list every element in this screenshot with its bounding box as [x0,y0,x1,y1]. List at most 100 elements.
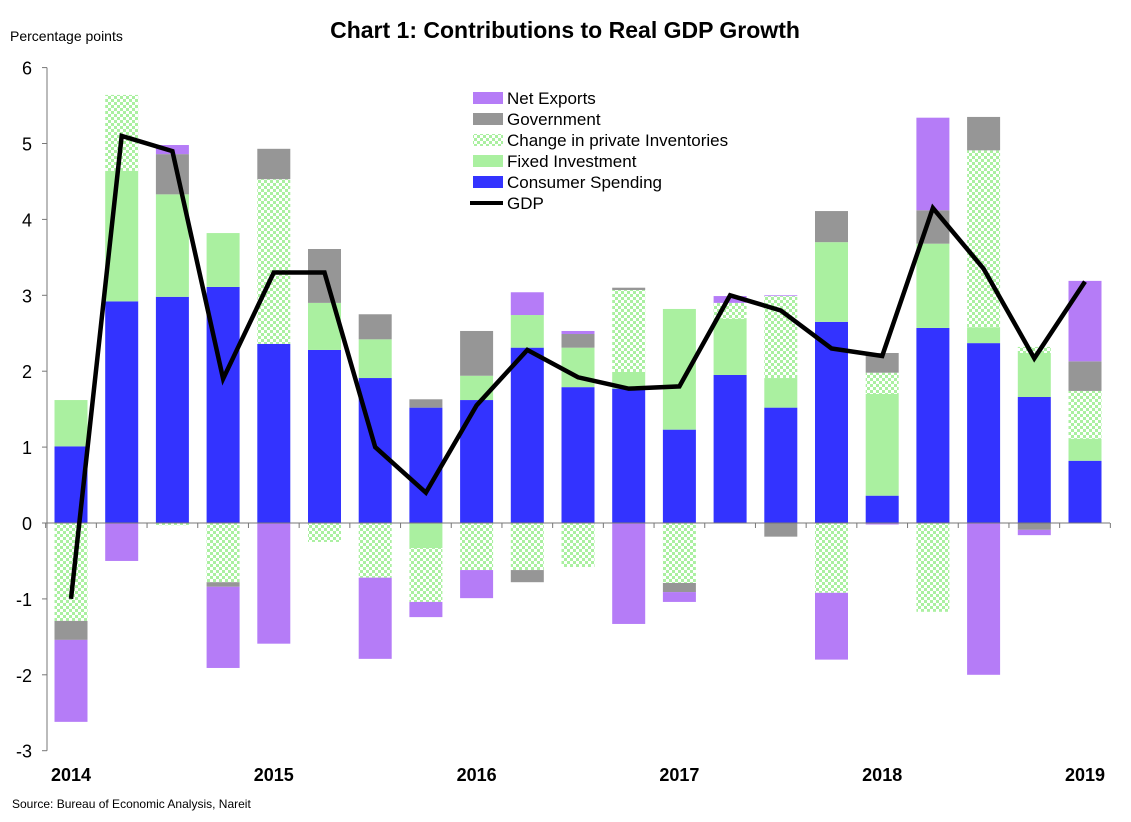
bar-net-exports-2014Q2 [105,523,139,561]
legend-swatch-fixed-investment [473,155,503,167]
bar-net-exports-2016Q2 [510,292,544,316]
x-tick-label: 2019 [1065,765,1105,785]
bar-fixed-investment-2016Q2 [510,315,544,348]
x-tick-label: 2015 [254,765,294,785]
bar-government-2015Q1 [257,148,291,180]
bar-change-in-private-inventories-2015Q2 [308,523,341,542]
bar-consumer-spending-2018Q3 [967,343,1001,523]
bar-net-exports-2016Q1 [460,570,494,599]
y-tick-label: 0 [22,514,32,534]
bar-government-2018Q1 [865,352,899,373]
bar-net-exports-2017Q4 [815,592,848,660]
bar-fixed-investment-2015Q3 [358,339,392,379]
bar-net-exports-2018Q4 [1017,529,1051,536]
bar-net-exports-2015Q4 [409,601,443,618]
bar-consumer-spending-2017Q2 [713,374,747,523]
bar-change-in-private-inventories-2014Q4 [206,523,240,583]
bar-consumer-spending-2016Q4 [612,388,646,523]
bar-consumer-spending-2016Q1 [460,400,494,523]
bar-government-2016Q1 [460,330,494,376]
legend-label: GDP [507,194,544,213]
bar-consumer-spending-2018Q1 [865,495,899,523]
bar-change-in-private-inventories-2017Q1 [662,523,696,583]
bar-government-2017Q4 [815,211,848,243]
bar-fixed-investment-2016Q4 [612,371,646,389]
x-tick-label: 2017 [659,765,699,785]
bar-fixed-investment-2015Q4 [409,523,443,549]
bar-consumer-spending-2015Q4 [409,407,443,523]
bar-consumer-spending-2017Q3 [764,407,798,523]
bar-fixed-investment-2016Q1 [460,375,494,401]
bar-change-in-private-inventories-2018Q1 [865,372,899,394]
bar-government-2019Q1 [1068,361,1102,391]
bar-change-in-private-inventories-2014Q2 [105,94,139,171]
bar-change-in-private-inventories-2018Q2 [916,523,950,612]
bar-fixed-investment-2018Q3 [967,327,1001,344]
bar-net-exports-2017Q3 [764,295,798,297]
bar-net-exports-2017Q1 [662,592,696,602]
legend-label: Government [507,110,601,129]
bar-consumer-spending-2019Q1 [1068,460,1102,523]
bar-net-exports-2016Q4 [612,523,646,624]
bar-consumer-spending-2014Q2 [105,301,139,523]
bar-net-exports-2015Q1 [257,523,291,644]
bar-change-in-private-inventories-2016Q3 [561,523,595,568]
bar-change-in-private-inventories-2014Q3 [155,523,189,526]
y-tick-label: 1 [22,438,32,458]
y-tick-label: -3 [16,742,32,762]
legend-label: Consumer Spending [507,173,662,192]
bar-consumer-spending-2017Q1 [662,429,696,523]
bar-government-2015Q4 [409,399,443,408]
bar-consumer-spending-2015Q2 [308,349,341,523]
bar-net-exports-2014Q1 [54,639,88,722]
bar-change-in-private-inventories-2016Q1 [460,523,494,571]
legend-label: Net Exports [507,89,596,108]
x-tick-label: 2014 [51,765,91,785]
legend-label: Change in private Inventories [507,131,728,150]
bar-net-exports-2015Q3 [358,577,392,659]
bar-change-in-private-inventories-2014Q1 [54,523,88,621]
bar-fixed-investment-2017Q3 [764,378,798,408]
bar-net-exports-2018Q3 [967,523,1001,675]
bar-change-in-private-inventories-2018Q4 [1017,346,1051,353]
x-tick-label: 2016 [457,765,497,785]
legend-swatch-net-exports [473,92,503,104]
bar-government-2017Q3 [764,523,798,537]
bar-consumer-spending-2016Q3 [561,387,595,523]
legend-label: Fixed Investment [507,152,637,171]
bar-fixed-investment-2019Q1 [1068,438,1102,461]
bar-net-exports-2018Q2 [916,117,950,211]
legend-swatch-change-in-private-inventories [473,134,503,146]
bar-fixed-investment-2017Q4 [815,242,848,322]
x-tick-label: 2018 [862,765,902,785]
bar-change-in-private-inventories-2016Q4 [612,289,646,372]
bar-net-exports-2016Q3 [561,330,595,335]
bar-government-2017Q1 [662,582,696,593]
bar-fixed-investment-2014Q1 [54,400,88,447]
bar-government-2014Q4 [206,582,240,587]
bar-government-2016Q2 [510,570,544,583]
chart-title: Chart 1: Contributions to Real GDP Growt… [330,17,800,43]
bar-consumer-spending-2016Q2 [510,347,544,523]
bar-net-exports-2018Q1 [865,523,899,525]
bar-fixed-investment-2018Q2 [916,243,950,328]
bar-fixed-investment-2018Q1 [865,393,899,496]
y-tick-label: 3 [22,286,32,306]
bar-consumer-spending-2015Q1 [257,343,291,523]
bar-change-in-private-inventories-2019Q1 [1068,390,1102,439]
y-tick-label: 5 [22,135,32,155]
bar-net-exports-2019Q1 [1068,280,1102,362]
bar-change-in-private-inventories-2015Q4 [409,548,443,602]
y-tick-label: -2 [16,666,32,686]
y-axis-label: Percentage points [10,28,123,44]
y-tick-label: 4 [22,210,32,230]
bar-change-in-private-inventories-2016Q2 [510,523,544,571]
y-tick-label: -1 [16,590,32,610]
bar-government-2015Q3 [358,314,392,340]
bar-fixed-investment-2017Q2 [713,318,747,375]
bar-change-in-private-inventories-2015Q3 [358,523,392,578]
bar-consumer-spending-2014Q3 [155,296,189,523]
legend-swatch-consumer-spending [473,176,503,188]
